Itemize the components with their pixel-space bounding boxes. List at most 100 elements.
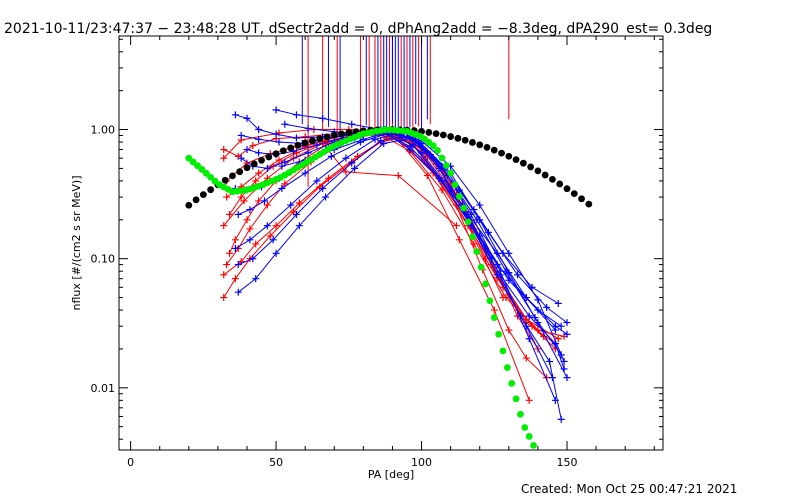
data-point [226,249,234,257]
data-point [281,120,289,128]
x-tick-label: 100 [411,456,432,469]
series-line [235,131,565,370]
data-point [295,199,303,207]
data-point [560,357,568,365]
data-point [223,193,231,201]
data-point [266,232,274,240]
data-point [249,142,257,150]
series-line [238,132,562,356]
fit-dot [455,193,463,200]
fit-dot [464,218,472,226]
series-line [229,131,504,298]
fit-dot [202,169,210,177]
data-point [543,303,551,311]
fit-dot [578,195,585,203]
fit-dot [519,159,527,167]
data-point [234,261,242,269]
data-point [272,106,280,114]
data-point [272,130,280,138]
fit-dot [236,168,244,176]
fit-dot [432,130,440,138]
data-point [452,222,460,230]
fit-dot [498,149,505,157]
data-point [240,197,248,205]
data-point [563,319,571,327]
fit-dot [198,166,206,173]
fit-dot [534,167,542,175]
data-point [237,154,245,162]
data-point [220,154,228,162]
fit-dot [438,154,446,162]
fit-dot [490,314,498,321]
fit-dot [512,156,520,164]
data-point [246,225,254,233]
fit-dot [476,141,484,149]
fit-dot [258,156,265,164]
data-point [304,149,312,157]
axis-layer: 0 50 100 150 0.01 0.10 1.00 [91,36,663,469]
fit-dot [442,162,450,169]
data-point [525,312,533,320]
data-point [551,396,559,404]
data-point [313,177,321,185]
fit-dot [503,364,511,371]
x-axis-label: PA [deg] [368,468,414,481]
fit-dot [185,201,193,209]
data-point [220,294,228,302]
y-axis-label: nflux [#/(cm2 s sr MeV)] [70,176,83,311]
data-point [455,186,463,194]
data-point [476,201,484,209]
fit-dot [512,395,520,403]
fit-dot [473,248,481,256]
data-point [455,236,463,244]
data-point [237,131,245,139]
data-point [252,240,260,248]
fit-dot [482,280,489,288]
fit-dot [527,163,535,171]
fit-dot [477,263,485,271]
data-point [281,158,289,166]
fit-dot [309,137,316,145]
x-tick-label: 0 [127,456,134,469]
fit-dot [451,181,459,189]
chart-title: 2021-10-11/23:47:37 − 23:48:28 UT, dSect… [4,21,712,37]
fit-dot [469,233,476,241]
data-point [438,186,446,194]
fit-dot [323,133,331,141]
data-point [243,216,251,224]
fit-dot [316,135,324,143]
data-point [237,193,245,201]
data-point [272,249,280,257]
data-point [231,111,239,119]
data-point [557,415,565,423]
fit-dot [461,136,469,144]
fit-dot [301,139,309,147]
series-line [223,130,565,337]
data-point [348,120,356,128]
fit-dot [207,186,215,194]
data-point [548,374,556,382]
fit-layer [185,126,593,449]
fit-dot [499,347,507,355]
fit-dot [447,169,455,177]
plot-frame [118,35,664,451]
fit-dot [556,180,564,188]
fit-dot [287,144,295,152]
fit-dot [454,134,462,142]
data-point [319,184,327,192]
fit-dot [483,143,491,151]
data-point [327,152,335,160]
data-point [243,114,251,122]
fit-dot [585,200,593,208]
y-tick-label: 1.00 [91,124,116,137]
fit-dot [508,379,516,387]
data-point [272,222,280,230]
data-point [380,139,388,147]
fit-dot [272,150,280,158]
data-point [324,174,332,182]
data-point [371,135,379,143]
fit-dot [469,139,476,146]
data-point [522,354,530,362]
data-point [534,319,542,327]
data-point [435,174,443,182]
